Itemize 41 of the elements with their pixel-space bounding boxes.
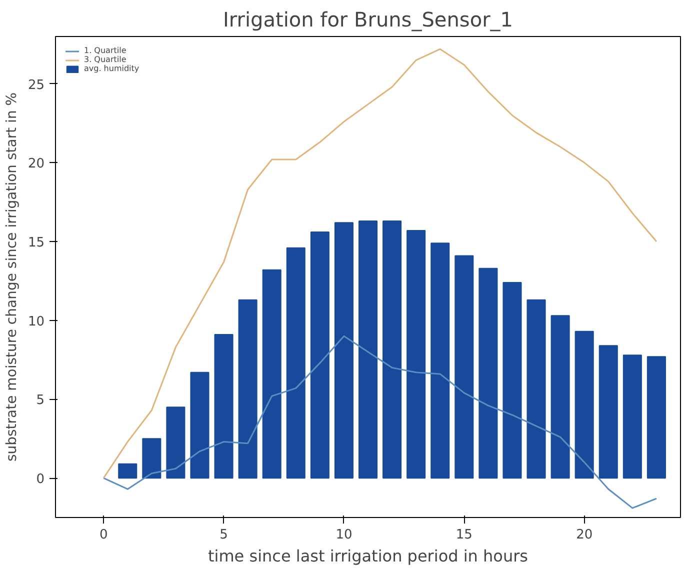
y-tick-label: 5: [36, 393, 45, 408]
bar: [262, 269, 282, 479]
bar: [406, 230, 426, 479]
line-series: [102, 335, 658, 509]
bar: [118, 463, 138, 479]
legend-label: 3. Quartile: [84, 55, 126, 64]
y-tick-label: 15: [28, 236, 45, 251]
bar: [166, 406, 186, 479]
legend-label: avg. humidity: [84, 64, 140, 73]
y-tick-label: 25: [28, 78, 45, 93]
y-tick-label: 0: [36, 472, 45, 488]
bar: [478, 268, 498, 479]
bar: [430, 242, 450, 479]
bar: [190, 372, 210, 479]
bar: [622, 354, 642, 479]
bar: [502, 282, 522, 479]
bar: [574, 330, 594, 479]
bar: [238, 299, 258, 479]
x-tick-label: 0: [99, 528, 108, 542]
y-axis-title: substrate moisture change since irrigation start in %: [4, 92, 20, 462]
chart-title: Irrigation for Bruns_Sensor_1: [222, 8, 514, 32]
bar: [526, 299, 546, 479]
x-tick-label: 5: [220, 528, 228, 542]
bar: [358, 220, 378, 479]
x-axis-title: time since last irrigation period in hours: [208, 546, 528, 566]
bar: [286, 247, 306, 479]
bar: [382, 220, 402, 479]
bar: [550, 315, 570, 479]
legend-label: 1. Quartile: [84, 46, 126, 55]
bar: [310, 232, 330, 479]
y-tick-label: 10: [28, 314, 45, 330]
bar: [334, 222, 354, 479]
x-tick-label: 20: [576, 528, 593, 542]
bar: [142, 438, 162, 479]
x-tick-label: 10: [336, 528, 352, 542]
x-tick-label: 15: [456, 528, 472, 542]
bar: [454, 255, 474, 479]
bar: [598, 345, 618, 479]
bar: [646, 356, 666, 479]
bar: [214, 334, 234, 479]
y-tick-label: 20: [28, 156, 45, 172]
